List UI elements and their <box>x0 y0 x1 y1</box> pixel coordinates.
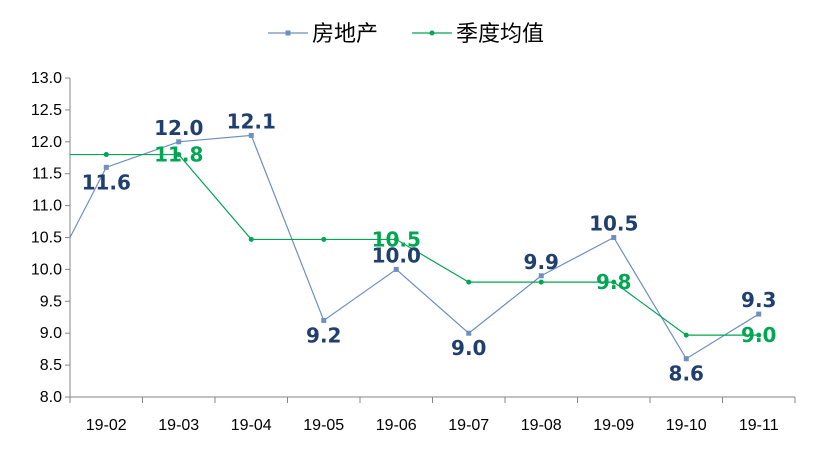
data-label-series-1: 9.3 <box>741 288 776 312</box>
data-label-series-2: 9.0 <box>741 323 776 347</box>
series-1-point <box>538 273 544 279</box>
data-label-series-1: 12.0 <box>154 116 203 140</box>
x-tick-label: 19-06 <box>376 417 417 434</box>
x-tick-label: 19-08 <box>521 417 562 434</box>
chart-axes: 8.08.59.09.510.010.511.011.512.012.513.0… <box>31 70 796 434</box>
y-tick-label: 11.5 <box>32 166 62 183</box>
y-tick-label: 13.0 <box>31 70 62 87</box>
series-2-point <box>176 152 182 158</box>
data-label-series-1: 9.9 <box>524 250 559 274</box>
data-label-series-1: 11.6 <box>82 170 131 194</box>
y-tick-label: 12.5 <box>31 102 62 119</box>
data-label-series-2: 10.5 <box>372 227 421 251</box>
x-tick-label: 19-05 <box>303 417 344 434</box>
series-2-point <box>683 332 689 338</box>
data-label-series-1: 12.1 <box>227 109 276 133</box>
series-1-point <box>756 311 762 317</box>
series-1-point <box>466 330 472 336</box>
x-tick-label: 19-11 <box>739 417 779 434</box>
y-tick-label: 10.5 <box>31 230 62 247</box>
y-tick-label: 12.0 <box>31 134 62 151</box>
series-2-point <box>538 279 544 285</box>
x-tick-label: 19-07 <box>448 417 489 434</box>
series-1-point <box>103 164 109 170</box>
series-2-point <box>103 152 109 158</box>
y-tick-label: 9.0 <box>40 325 62 342</box>
legend-label-2: 季度均值 <box>456 22 544 47</box>
x-tick-label: 19-02 <box>86 417 127 434</box>
data-label-series-2: 11.8 <box>154 143 203 167</box>
series-2-point <box>611 279 617 285</box>
x-tick-label: 19-10 <box>666 417 707 434</box>
series-1-point <box>611 235 617 240</box>
y-tick-label: 10.0 <box>31 261 62 278</box>
data-label-series-1: 8.6 <box>669 362 704 386</box>
series-1-point <box>683 356 689 362</box>
series-layer <box>69 132 762 362</box>
data-label-series-1: 9.0 <box>451 336 486 360</box>
series-1-point <box>248 132 254 138</box>
data-label-series-2: 9.8 <box>596 270 631 294</box>
x-tick-label: 19-04 <box>231 417 272 434</box>
y-tick-label: 11.0 <box>32 198 62 215</box>
data-label-series-1: 9.2 <box>306 323 341 347</box>
legend-marker-1 <box>285 30 291 36</box>
series-1-point <box>393 266 399 272</box>
data-labels: 11.6 12.0 12.1 9.2 10.0 9.0 9.9 10.5 8.6 9.3 11.8 1… <box>82 109 777 385</box>
series-2-point <box>321 236 327 242</box>
y-tick-label: 9.5 <box>40 293 62 310</box>
y-tick-label: 8.5 <box>40 357 62 374</box>
data-label-series-1: 10.5 <box>589 212 638 236</box>
y-tick-label: 8.0 <box>40 389 62 406</box>
series-1-point <box>321 317 327 323</box>
legend: 房地产 季度均值 <box>268 22 544 47</box>
series-2-point <box>756 332 762 338</box>
series-1-point <box>176 139 182 145</box>
x-tick-label: 19-03 <box>158 417 199 434</box>
legend-marker-2 <box>429 30 435 36</box>
data-label-series-1: 10.0 <box>372 243 421 267</box>
series-2-point <box>466 279 472 285</box>
legend-label-1: 房地产 <box>312 22 378 47</box>
series-2-point <box>248 236 254 242</box>
x-tick-label: 19-09 <box>593 417 634 434</box>
series-2-point <box>393 236 399 242</box>
